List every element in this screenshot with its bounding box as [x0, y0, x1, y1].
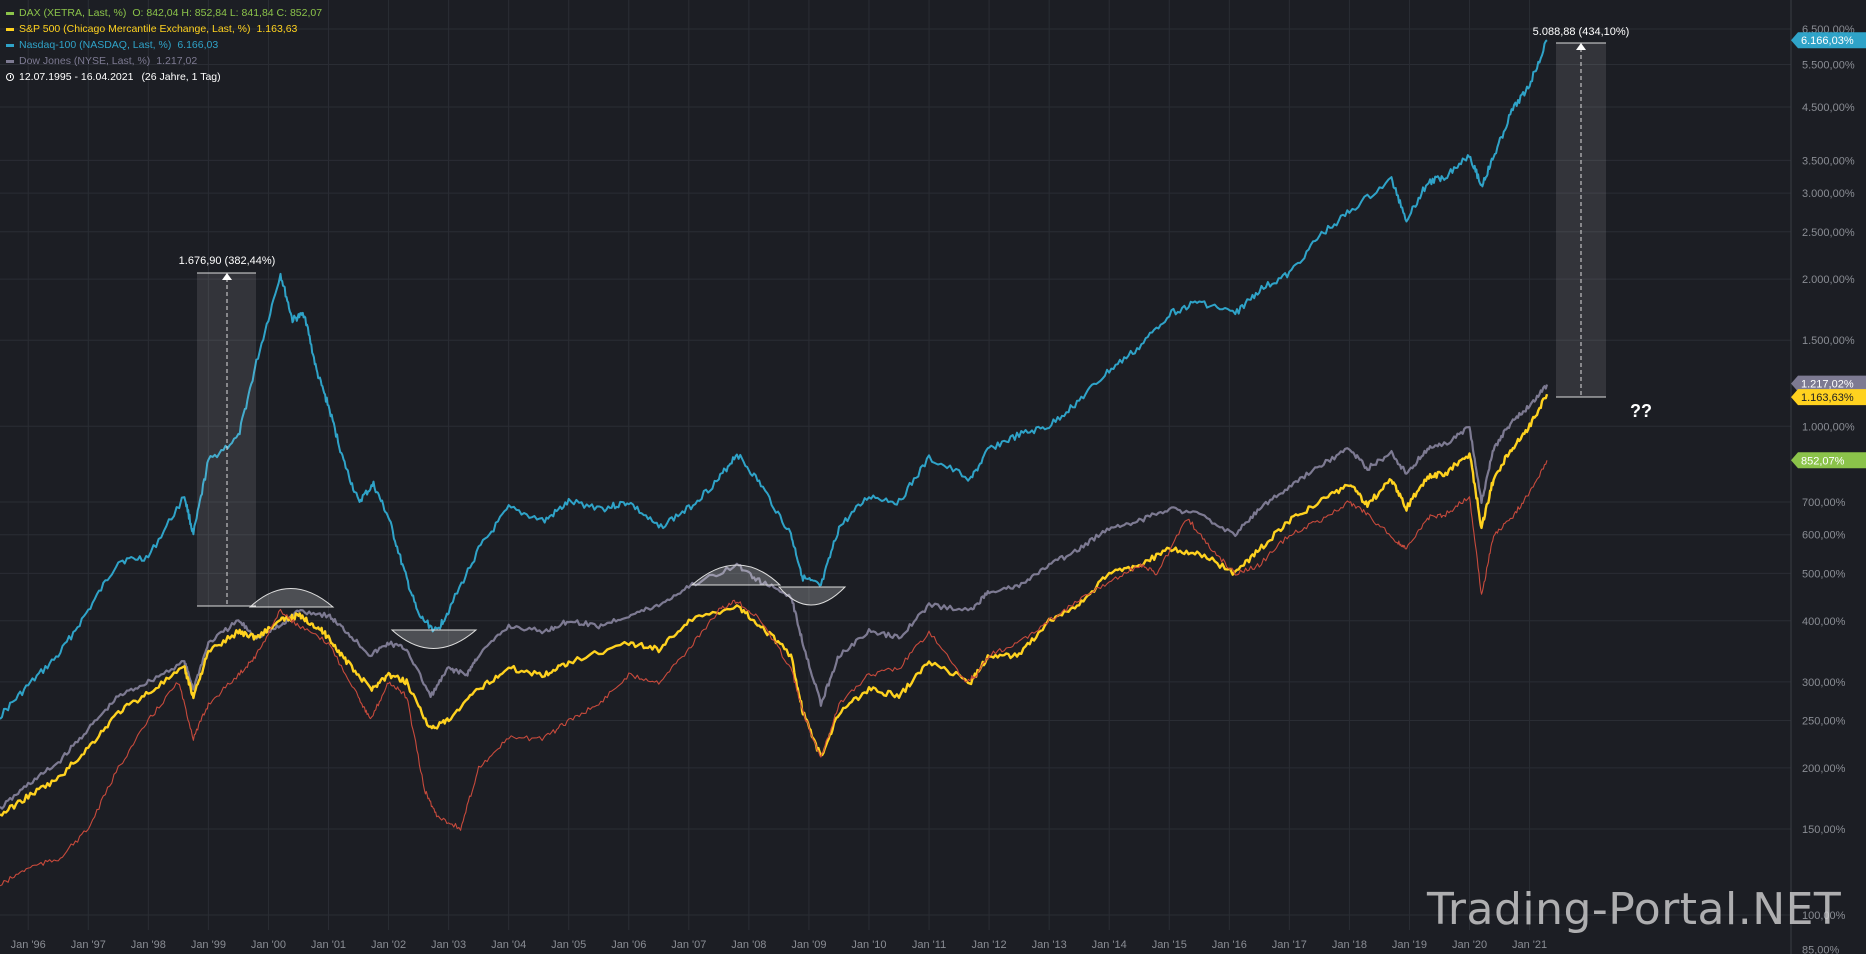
x-tick-label: Jan '17: [1272, 939, 1307, 951]
y-tick-label: 85,00%: [1802, 944, 1840, 954]
y-tick-label: 2.500,00%: [1802, 227, 1855, 239]
line-swatch-sp500: [6, 27, 14, 31]
y-tick-label: 400,00%: [1802, 616, 1846, 628]
y-tick-label: 200,00%: [1802, 763, 1846, 775]
x-tick-label: Jan '11: [912, 939, 946, 951]
last-value-tag-label: 6.166,03%: [1801, 35, 1854, 47]
question-annotation: ??: [1630, 401, 1652, 421]
y-tick-label: 150,00%: [1802, 824, 1846, 836]
series-line-nasdaq[interactable]: [0, 39, 1548, 720]
x-tick-label: Jan '20: [1452, 939, 1487, 951]
bottom-arc-2002: [390, 629, 478, 649]
last-value-tag: [1791, 389, 1866, 406]
legend-range-text: 12.07.1995 - 16.04.2021: [19, 71, 134, 83]
x-tick-label: Jan '96: [11, 939, 46, 951]
legend-name-dax: DAX (XETRA, Last, %): [19, 7, 127, 19]
clock-icon: [6, 73, 14, 81]
x-tick-label: Jan '10: [851, 939, 886, 951]
legend-last-sp500: 1.163,63: [256, 23, 298, 35]
x-tick-label: Jan '05: [551, 939, 586, 951]
legend-name-nasdaq: Nasdaq-100 (NASDAQ, Last, %): [19, 39, 172, 51]
last-value-tag-label: 1.163,63%: [1801, 392, 1854, 404]
legend-last-dowjones: 1.217,02: [156, 55, 198, 67]
y-tick-label: 1.000,00%: [1802, 421, 1855, 433]
y-tick-label: 4.500,00%: [1802, 102, 1855, 114]
x-tick-label: Jan '03: [431, 939, 466, 951]
y-tick-label: 1.500,00%: [1802, 335, 1855, 347]
legend-ohlc-dax: O: 842,04 H: 852,84 L: 841,84 C: 852,07: [132, 7, 323, 19]
last-value-tag: [1791, 452, 1866, 469]
x-tick-label: Jan '14: [1092, 939, 1127, 951]
legend-duration-text: (26 Jahre, 1 Tag): [141, 71, 221, 83]
y-tick-label: 600,00%: [1802, 530, 1846, 542]
x-tick-label: Jan '12: [972, 939, 1007, 951]
last-value-tag: [1791, 32, 1866, 49]
line-swatch-dowjones: [6, 59, 14, 63]
legend-name-dowjones: Dow Jones (NYSE, Last, %): [19, 55, 151, 67]
candlestick-icon: [6, 11, 14, 15]
x-tick-label: Jan '99: [191, 939, 226, 951]
chart-legend: DAX (XETRA, Last, %) O: 842,04 H: 852,84…: [6, 5, 322, 85]
x-tick-label: Jan '09: [791, 939, 826, 951]
y-tick-label: 100,00%: [1802, 910, 1846, 922]
x-tick-label: Jan '02: [371, 939, 406, 951]
legend-last-nasdaq: 6.166,03: [177, 39, 219, 51]
y-tick-label: 3.000,00%: [1802, 188, 1855, 200]
y-tick-label: 700,00%: [1802, 497, 1846, 509]
x-tick-label: Jan '97: [71, 939, 106, 951]
series-line-sp500[interactable]: [0, 393, 1549, 817]
legend-row-nasdaq[interactable]: Nasdaq-100 (NASDAQ, Last, %) 6.166,03: [6, 37, 322, 53]
x-tick-label: Jan '98: [131, 939, 166, 951]
legend-row-dowjones[interactable]: Dow Jones (NYSE, Last, %) 1.217,02: [6, 53, 322, 69]
measure-arrow-2: [1576, 43, 1586, 50]
y-tick-label: 500,00%: [1802, 568, 1846, 580]
x-tick-label: Jan '04: [491, 939, 526, 951]
legend-date-range: 12.07.1995 - 16.04.2021 (26 Jahre, 1 Tag…: [6, 69, 322, 85]
x-tick-label: Jan '01: [311, 939, 346, 951]
legend-name-sp500: S&P 500 (Chicago Mercantile Exchange, La…: [19, 23, 251, 35]
x-tick-label: Jan '18: [1332, 939, 1367, 951]
line-swatch-nasdaq: [6, 43, 14, 47]
measure-label-2: 5.088,88 (434,10%): [1533, 26, 1630, 38]
watermark: Trading-Portal.NET: [1427, 884, 1842, 935]
last-value-tag-label: 1.217,02%: [1801, 379, 1854, 391]
legend-row-sp500[interactable]: S&P 500 (Chicago Mercantile Exchange, La…: [6, 21, 322, 37]
y-axis-panel: [1791, 0, 1866, 954]
y-tick-label: 5.500,00%: [1802, 59, 1855, 71]
y-tick-label: 250,00%: [1802, 716, 1846, 728]
series-line-dax[interactable]: [0, 460, 1548, 887]
measure-label-1: 1.676,90 (382,44%): [179, 255, 276, 267]
bottom-arc-2009: [777, 586, 847, 606]
measure-arrow-1: [222, 273, 232, 280]
x-tick-label: Jan '21: [1512, 939, 1547, 951]
x-tick-label: Jan '00: [251, 939, 286, 951]
top-arc-2000: [248, 588, 335, 608]
x-tick-label: Jan '08: [731, 939, 766, 951]
x-tick-label: Jan '13: [1032, 939, 1067, 951]
last-value-tag: [1791, 375, 1866, 392]
x-tick-label: Jan '06: [611, 939, 646, 951]
y-tick-label: 2.000,00%: [1802, 274, 1855, 286]
x-tick-label: Jan '15: [1152, 939, 1187, 951]
x-tick-label: Jan '16: [1212, 939, 1247, 951]
y-tick-label: 3.500,00%: [1802, 155, 1855, 167]
y-tick-label: 300,00%: [1802, 677, 1846, 689]
legend-row-dax[interactable]: DAX (XETRA, Last, %) O: 842,04 H: 852,84…: [6, 5, 322, 21]
x-tick-label: Jan '19: [1392, 939, 1427, 951]
top-arc-2007: [690, 564, 782, 586]
last-value-tag-label: 852,07%: [1801, 455, 1845, 467]
x-tick-label: Jan '07: [671, 939, 706, 951]
